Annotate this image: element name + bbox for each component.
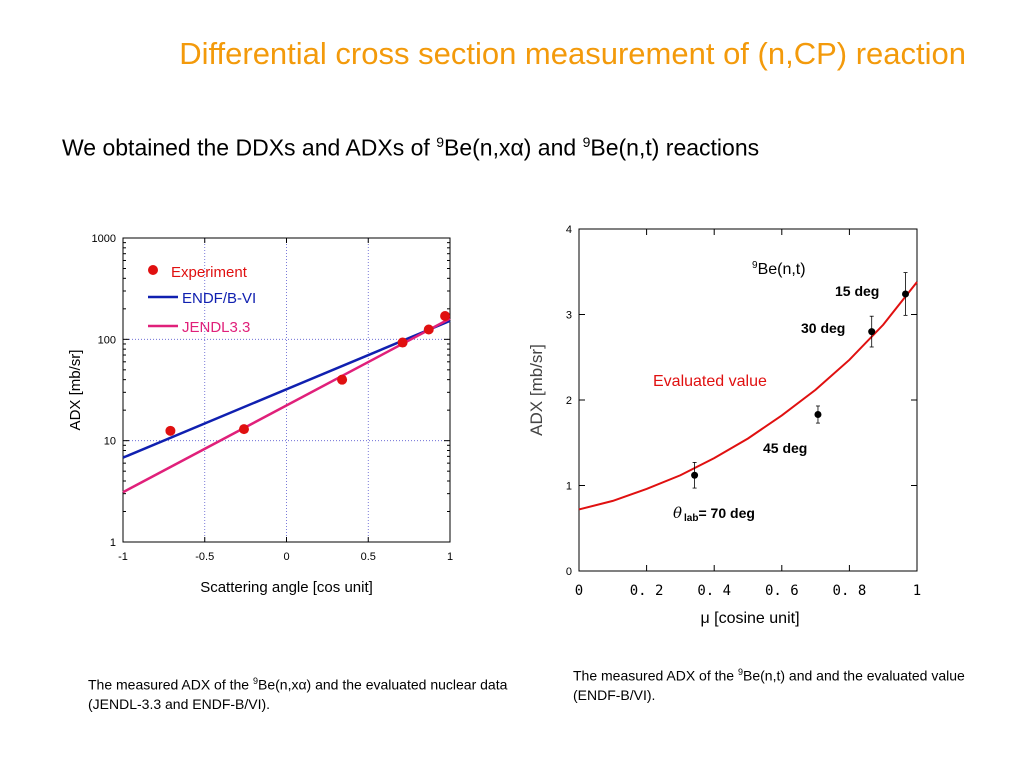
left-series-line-1	[122, 319, 451, 459]
right-series-line-1	[578, 281, 918, 511]
right-series-lines	[578, 281, 918, 511]
right-series-points	[691, 272, 910, 489]
left-data-point	[337, 374, 348, 385]
right-x-tick-label: 0. 8	[833, 583, 867, 599]
theta-symbol: θ	[673, 504, 682, 522]
angle-label-70: θ lab= 70 deg	[673, 504, 755, 524]
left-caption: The measured ADX of the 9Be(n,xα) and th…	[88, 672, 508, 714]
left-data-point	[165, 425, 176, 436]
right-caption-sup: 9	[737, 667, 743, 677]
left-x-axis-label: Scattering angle [cos unit]	[200, 579, 373, 596]
legend-jendl-label: JENDL3.3	[182, 319, 250, 336]
left-x-tick-label: 0	[283, 551, 289, 563]
left-x-tick-label: -1	[118, 551, 128, 563]
subtitle-part-1: Be(n,xα) and	[443, 134, 583, 161]
left-grid	[123, 238, 450, 542]
right-data-point	[902, 290, 910, 298]
left-data-point	[397, 337, 408, 348]
left-series-points	[165, 310, 451, 436]
legend-experiment-marker	[148, 265, 158, 275]
angle-label-30: 30 deg	[801, 320, 845, 336]
right-x-axis-label: μ [cosine unit]	[700, 610, 799, 627]
right-x-tick-label: 0	[575, 583, 583, 599]
left-ticks: -1 -0.5 0 0.5 1 1 10 100 1000	[92, 233, 454, 563]
right-x-tick-label: 1	[913, 583, 921, 599]
right-caption-prefix: The measured ADX of the	[573, 667, 738, 684]
right-y-tick-label: 0	[566, 566, 572, 578]
right-data-point	[868, 328, 876, 336]
left-y-tick-label: 1	[110, 537, 116, 549]
right-caption: The measured ADX of the 9Be(n,t) and and…	[573, 663, 973, 705]
left-x-tick-label: -0.5	[195, 551, 214, 563]
evaluated-value-label: Evaluated value	[653, 373, 767, 390]
angle-label-45: 45 deg	[763, 440, 807, 456]
right-caption-rest: Be(n,t) and and the evaluated value (END…	[573, 667, 965, 703]
subtitle-sup-2: 9	[582, 134, 591, 150]
left-legend: Experiment ENDF/B-VI JENDL3.3	[148, 264, 256, 336]
left-caption-sup: 9	[252, 676, 258, 686]
subtitle-prefix: We obtained the DDXs and ADXs of	[62, 134, 437, 161]
slide-subtitle: We obtained the DDXs and ADXs of 9Be(n,x…	[62, 134, 759, 162]
left-data-point	[440, 310, 451, 321]
left-series-lines	[122, 317, 451, 494]
slide-title: Differential cross section measurement o…	[179, 36, 966, 71]
left-y-axis-label: ADX [mb/sr]	[67, 350, 84, 431]
left-series-line-2	[122, 317, 451, 494]
right-data-point	[814, 411, 822, 419]
subtitle-part-2: Be(n,t) reactions	[590, 134, 760, 161]
left-caption-rest: Be(n,xα) and the evaluated nuclear data …	[88, 676, 508, 712]
right-y-axis-label: ADX [mb/sr]	[527, 344, 546, 436]
left-data-point	[238, 424, 249, 435]
reaction-text: Be(n,t)	[758, 261, 806, 278]
right-data-point	[691, 471, 699, 479]
right-y-tick-label: 1	[566, 481, 572, 493]
left-data-point	[423, 324, 434, 335]
angle-label-15: 15 deg	[835, 283, 879, 299]
left-x-tick-label: 1	[447, 551, 453, 563]
right-ticks: 0 0. 2 0. 4 0. 6 0. 8 1 0 1 2 3 4	[566, 224, 921, 599]
left-y-tick-label: 10	[104, 436, 116, 448]
subtitle-sup-1: 9	[436, 134, 444, 150]
right-y-tick-label: 4	[566, 224, 572, 236]
theta-sub: lab	[684, 513, 698, 524]
right-x-tick-label: 0. 2	[630, 583, 664, 599]
legend-endf-label: ENDF/B-VI	[182, 290, 256, 307]
right-y-tick-label: 3	[566, 310, 572, 322]
left-y-tick-label: 100	[98, 334, 116, 346]
right-x-tick-label: 0. 4	[697, 583, 731, 599]
right-y-tick-label: 2	[566, 395, 572, 407]
theta-rest: = 70 deg	[698, 505, 754, 521]
reaction-label: 9Be(n,t)	[752, 260, 806, 278]
right-x-tick-label: 0. 6	[765, 583, 799, 599]
legend-experiment-label: Experiment	[171, 264, 248, 281]
left-chart: -1 -0.5 0 0.5 1 1 10 100 1000 Scattering angle […	[67, 233, 453, 596]
left-y-tick-label: 1000	[92, 233, 116, 245]
reaction-sup: 9	[752, 260, 758, 271]
left-x-tick-label: 0.5	[361, 551, 376, 563]
left-caption-prefix: The measured ADX of the	[88, 676, 253, 693]
